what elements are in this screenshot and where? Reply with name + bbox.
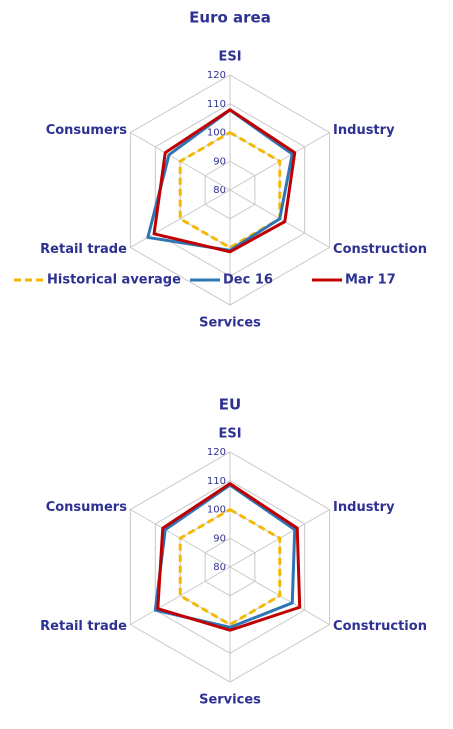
r-tick-label: 90 [213,156,226,167]
axis-label: ESI [218,50,241,65]
axis-label: Industry [333,500,395,515]
spoke [130,566,231,625]
axis-label: Services [199,693,261,708]
chart-title: Euro area [189,9,271,27]
r-tick-label: 90 [213,533,226,544]
r-tick-label: 100 [207,505,226,516]
series-line [178,131,282,249]
series-line [153,483,297,629]
series-line [152,108,297,254]
axis-label: Services [199,316,261,331]
axis-label: Consumers [46,123,127,138]
axis-label: Consumers [46,500,127,515]
axis-label: Construction [333,242,427,257]
legend-label: Dec 16 [223,273,273,288]
legend-label: Mar 17 [345,273,396,288]
r-tick-label: 80 [213,185,226,196]
axis-label: Retail trade [40,242,127,257]
r-tick-label: 120 [207,70,226,81]
axis-label: Industry [333,123,395,138]
series-line [178,508,282,626]
legend-label: Historical average [47,273,181,288]
r-tick-label: 100 [207,128,226,139]
r-tick-label: 80 [213,562,226,573]
r-tick-label: 110 [207,99,226,110]
series-line [156,482,302,632]
axis-label: ESI [218,427,241,442]
r-tick-label: 120 [207,447,226,458]
chart-title: EU [219,396,241,414]
axis-label: Construction [333,619,427,634]
axis-label: Retail trade [40,619,127,634]
r-tick-label: 110 [207,476,226,487]
